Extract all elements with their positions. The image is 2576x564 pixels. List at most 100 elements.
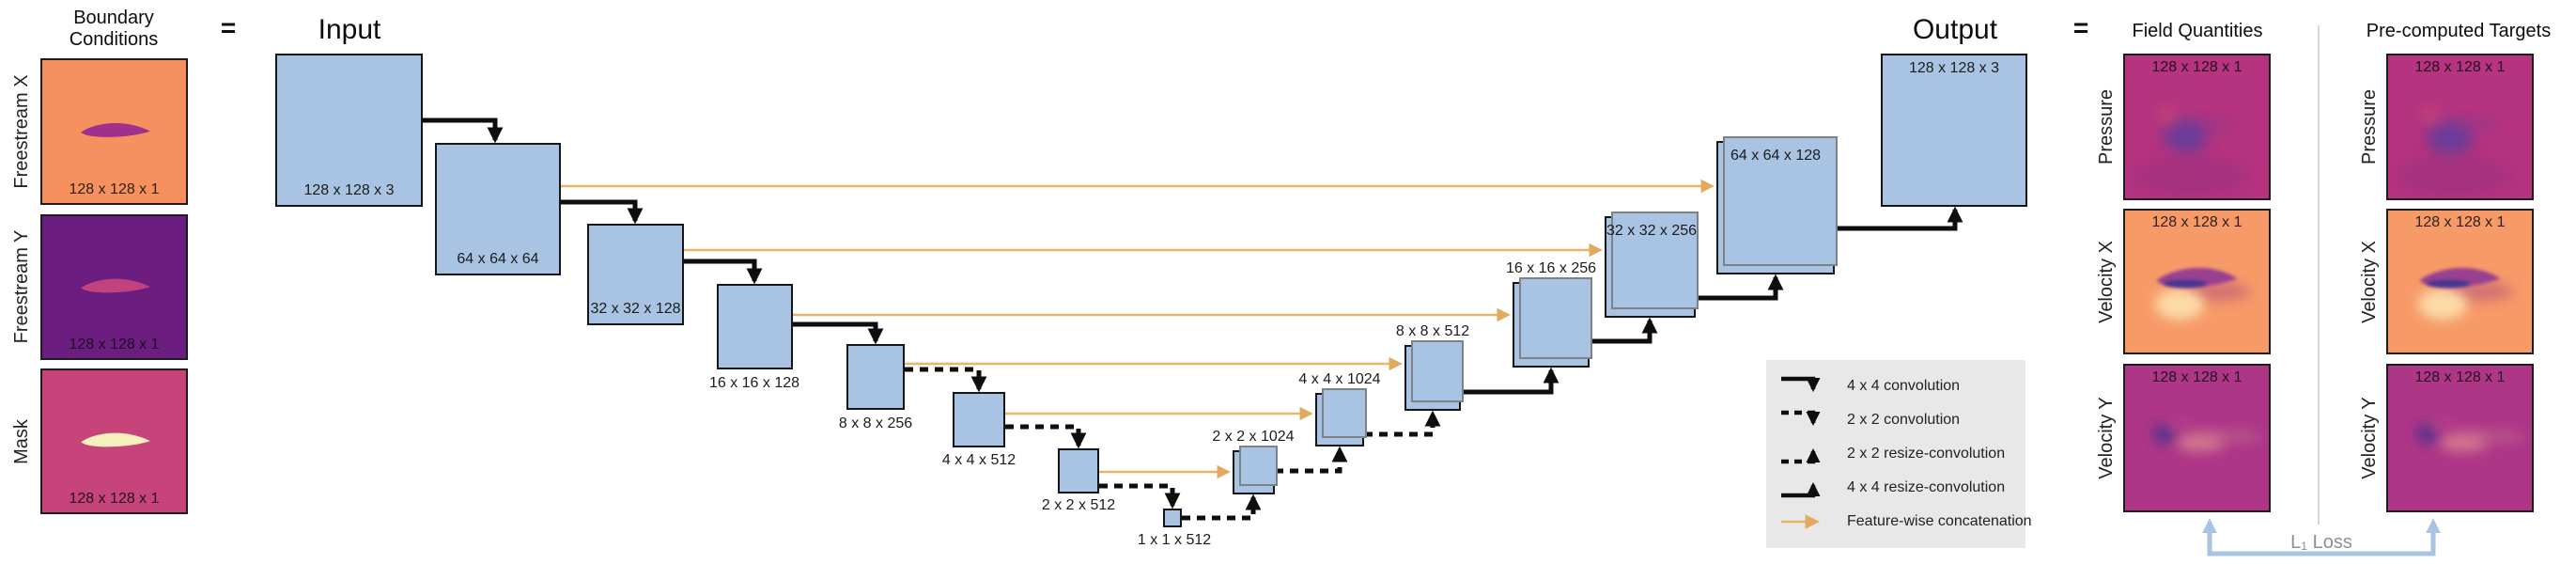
- precomputed-targets-title: Pre-computed Targets: [2366, 21, 2552, 41]
- input-title: Input: [318, 14, 381, 45]
- freestream-x-dims: 128 x 128 x 1: [69, 181, 160, 197]
- legend-label-conv4: 4 x 4 convolution: [1847, 378, 1961, 394]
- enc1-dims: 1 x 1 x 512: [1137, 532, 1212, 548]
- boundary-conditions-title: Boundary Conditions: [69, 8, 159, 50]
- legend-item-conv4: 4 x 4 convolution: [1777, 372, 2014, 400]
- legend-label-resize4: 4 x 4 resize-convolution: [1847, 479, 2006, 495]
- resize-dec2-dec4: [1275, 446, 1348, 474]
- fq-pressure-image: [2132, 109, 2248, 197]
- legend-label-resize2: 2 x 2 resize-convolution: [1847, 446, 2006, 462]
- freestream-y-image: [81, 278, 150, 293]
- pt-velocity-y-dims: 128 x 128 x 1: [2414, 369, 2506, 385]
- fq-velocity-x-figure: 128 x 128 x 1: [2123, 209, 2271, 354]
- freestream-x-figure: 128 x 128 x 1: [40, 58, 188, 205]
- freestream-x-image: [81, 123, 150, 137]
- resize-dec64-output: [1835, 206, 1963, 231]
- legend: 4 x 4 convolution 2 x 2 convolution 2 x …: [1766, 360, 2032, 548]
- mask-label: Mask: [10, 419, 32, 464]
- fq-velocity-x-dims: 128 x 128 x 1: [2151, 214, 2242, 230]
- fq-velocity-y-image: [2153, 420, 2263, 451]
- unet-box-dec64: 64 x 64 x 128: [1716, 136, 1838, 274]
- dashed-elbow-down-arrow-icon: [1781, 410, 1821, 427]
- conv-enc8-enc4: [905, 367, 987, 393]
- enc64-dims: 64 x 64 x 64: [457, 251, 539, 267]
- pt-pressure-label: Pressure: [2358, 88, 2380, 165]
- enc4-dims: 4 x 4 x 512: [941, 452, 1016, 468]
- resize-dec32-dec64: [1696, 274, 1784, 301]
- conv-enc16-enc8: [793, 321, 884, 345]
- unet-box-enc8: [846, 344, 905, 410]
- fq-pressure-figure: 128 x 128 x 1: [2123, 54, 2271, 200]
- unet-box-dec4: [1315, 388, 1367, 446]
- fq-velocity-y-label: Velocity Y: [2095, 397, 2117, 479]
- fq-pressure-label: Pressure: [2095, 88, 2117, 165]
- unet-box-enc2: [1058, 448, 1099, 494]
- unet-box-dec2: [1233, 446, 1278, 494]
- freestream-y-label: Freestream Y: [10, 229, 32, 344]
- unet-box-enc32: 32 x 32 x 128: [587, 224, 684, 325]
- equals-sign-left: =: [220, 13, 237, 42]
- resize4-arrows: [1461, 206, 1963, 395]
- resize-dec16-dec32: [1590, 317, 1658, 344]
- dashed-elbow-up-arrow-icon: [1781, 447, 1821, 464]
- dec2-dims: 2 x 2 x 1024: [1212, 429, 1295, 445]
- dec32-dims: 32 x 32 x 256: [1606, 223, 1698, 239]
- unet-box-enc4: [953, 392, 1005, 447]
- dec8-dims: 8 x 8 x 512: [1395, 323, 1470, 339]
- pt-pressure-figure: 128 x 128 x 1: [2386, 54, 2534, 200]
- resize-enc1-dec2: [1182, 494, 1262, 521]
- legend-item-resize4: 4 x 4 resize-convolution: [1777, 474, 2014, 502]
- pt-velocity-y-label: Velocity Y: [2358, 397, 2380, 479]
- freestream-y-figure: 128 x 128 x 1: [40, 214, 188, 360]
- unet-box-output: 128 x 128 x 3: [1881, 54, 2027, 207]
- unet-box-dec16: [1513, 277, 1592, 368]
- pt-velocity-x-label: Velocity X: [2358, 241, 2380, 323]
- conv-enc64-enc32: [561, 199, 644, 225]
- pt-velocity-x-figure: 128 x 128 x 1: [2386, 209, 2534, 354]
- resize-dec4-dec8: [1364, 410, 1441, 437]
- solid-elbow-down-arrow-icon: [1781, 376, 1821, 393]
- concat-arrows: [561, 179, 1715, 479]
- unet-box-dec8: [1404, 340, 1464, 411]
- legend-item-concat: Feature-wise concatenation: [1777, 508, 2032, 536]
- equals-sign-right: =: [2072, 13, 2089, 42]
- legend-label-conv2: 2 x 2 convolution: [1847, 412, 1961, 428]
- pt-velocity-y-image: [2416, 420, 2526, 451]
- fq-pressure-dims: 128 x 128 x 1: [2151, 59, 2242, 75]
- conv2-arrows: [905, 367, 1441, 521]
- enc8-dims: 8 x 8 x 256: [838, 415, 913, 431]
- legend-item-conv2: 2 x 2 convolution: [1777, 406, 2014, 434]
- freestream-x-label: Freestream X: [10, 74, 32, 189]
- fq-velocity-y-dims: 128 x 128 x 1: [2151, 369, 2242, 385]
- output-title: Output: [1912, 14, 1998, 45]
- unet-box-input: 128 x 128 x 3: [275, 54, 423, 207]
- unet-box-enc64: 64 x 64 x 64: [435, 143, 561, 275]
- l1-loss-bracket: [2201, 518, 2442, 556]
- field-quantities-title: Field Quantities: [2132, 21, 2263, 41]
- unet-box-enc1: [1163, 509, 1182, 527]
- legend-item-resize2: 2 x 2 resize-convolution: [1777, 440, 2014, 468]
- mask-dims: 128 x 128 x 1: [69, 491, 160, 507]
- conv-enc4-enc2: [1005, 424, 1087, 449]
- pt-pressure-dims: 128 x 128 x 1: [2414, 59, 2506, 75]
- dec4-dims: 4 x 4 x 1024: [1298, 371, 1381, 387]
- conv-input-enc64: [423, 118, 504, 144]
- conv4-arrows: [423, 118, 884, 345]
- pt-velocity-y-figure: 128 x 128 x 1: [2386, 364, 2534, 512]
- resize-dec8-dec16: [1461, 367, 1560, 395]
- conv-enc32-enc16: [684, 258, 763, 285]
- enc2-dims: 2 x 2 x 512: [1041, 497, 1116, 513]
- input-dims: 128 x 128 x 3: [303, 182, 395, 198]
- legend-label-concat: Feature-wise concatenation: [1847, 513, 2032, 529]
- dec64-dims: 64 x 64 x 128: [1730, 148, 1822, 164]
- unet-box-enc16: [717, 284, 793, 369]
- l1-loss-label: L₁ Loss: [2290, 532, 2352, 553]
- pt-velocity-x-dims: 128 x 128 x 1: [2414, 214, 2506, 230]
- enc16-dims: 16 x 16 x 128: [708, 375, 800, 391]
- fq-velocity-x-label: Velocity X: [2095, 241, 2117, 323]
- solid-elbow-up-arrow-icon: [1781, 481, 1821, 498]
- dec16-dims: 16 x 16 x 256: [1505, 260, 1597, 276]
- unet-box-dec32: 32 x 32 x 256: [1605, 212, 1699, 318]
